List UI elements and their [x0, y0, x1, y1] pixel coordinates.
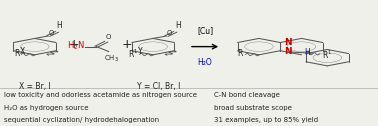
- Text: X: X: [20, 47, 25, 56]
- Text: low toxicity and odorless acetamide as nitrogen source: low toxicity and odorless acetamide as n…: [4, 92, 197, 98]
- Text: Y = Cl, Br, I: Y = Cl, Br, I: [137, 82, 180, 91]
- Text: R$^1$: R$^1$: [322, 48, 332, 61]
- Text: H: H: [175, 21, 181, 30]
- Text: +: +: [121, 38, 132, 51]
- Text: broad substrate scope: broad substrate scope: [214, 105, 291, 111]
- Text: H: H: [304, 49, 310, 57]
- Text: N: N: [284, 47, 291, 56]
- Text: H₂O: H₂O: [198, 58, 212, 67]
- Text: C-N bond cleavage: C-N bond cleavage: [214, 92, 279, 98]
- Text: R$^1$: R$^1$: [128, 48, 138, 60]
- Text: R: R: [238, 50, 243, 58]
- Text: X = Br, I: X = Br, I: [19, 82, 51, 91]
- Text: [Cu]: [Cu]: [197, 26, 213, 35]
- Text: O: O: [167, 30, 172, 36]
- Text: H: H: [56, 21, 62, 30]
- Text: H$_2$N: H$_2$N: [67, 40, 84, 52]
- Text: R: R: [15, 50, 20, 58]
- Text: sequential cyclization/ hydrodehalogenation: sequential cyclization/ hydrodehalogenat…: [4, 117, 159, 123]
- Text: +: +: [68, 38, 79, 51]
- Text: Y: Y: [138, 47, 143, 56]
- Text: H₂O as hydrogen source: H₂O as hydrogen source: [4, 105, 88, 111]
- Text: O: O: [106, 34, 112, 40]
- Text: O: O: [48, 30, 54, 36]
- Text: 31 examples, up to 85% yield: 31 examples, up to 85% yield: [214, 117, 318, 123]
- Text: CH$_3$: CH$_3$: [104, 54, 119, 64]
- Text: N: N: [284, 38, 291, 47]
